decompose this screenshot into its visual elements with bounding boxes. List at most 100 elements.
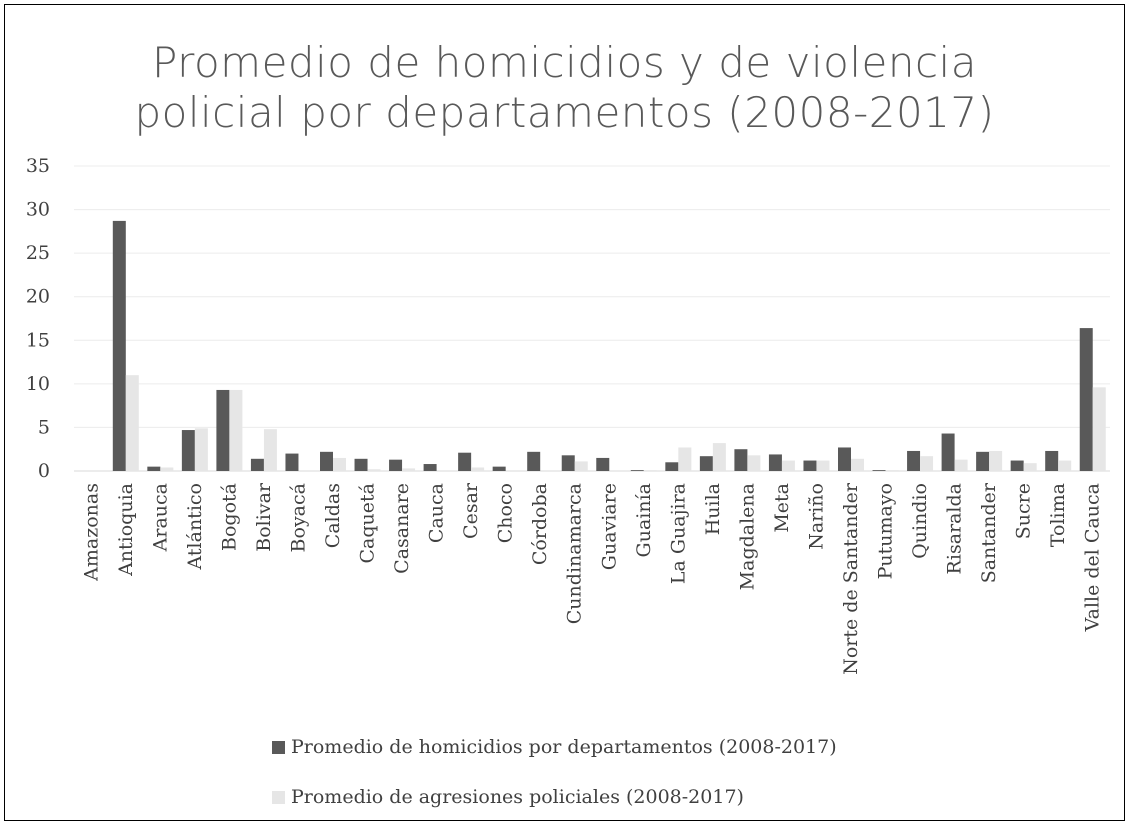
bar-homicidios — [147, 466, 161, 471]
x-tick-label: Huila — [702, 483, 724, 535]
bar-homicidios — [1079, 328, 1093, 471]
x-tick-label: Casanare — [391, 483, 413, 574]
legend-swatch-homicidios — [272, 740, 285, 754]
bar-agresiones — [263, 429, 277, 471]
bar-homicidios — [458, 452, 472, 471]
x-tick-label: La Guajira — [667, 483, 689, 584]
x-tick-label: Tolima — [1047, 483, 1069, 547]
legend-label-agresiones: Promedio de agresiones policiales (2008-… — [291, 786, 744, 808]
legend-label-homicidios: Promedio de homicidios por departamentos… — [291, 736, 837, 758]
bar-agresiones — [851, 458, 864, 471]
bar-homicidios — [665, 462, 679, 471]
bar-homicidios — [630, 470, 644, 471]
x-tick-label: Caldas — [322, 483, 344, 548]
chart-title-line-2: policial por departamentos (2008-2017) — [134, 88, 995, 137]
bar-agresiones — [367, 469, 381, 471]
bar-agresiones — [1058, 460, 1072, 471]
x-tick-label: Magdalena — [736, 483, 758, 590]
x-tick-label: Bolivar — [253, 482, 275, 552]
x-tick-label: Choco — [495, 483, 517, 543]
x-tick-label: Boyacá — [287, 483, 309, 552]
x-tick-label: Sucre — [1013, 483, 1035, 539]
bar-homicidios — [596, 457, 610, 471]
bar-agresiones — [816, 460, 830, 471]
bar-homicidios — [423, 464, 437, 471]
x-tick-label: Antioquia — [115, 483, 137, 577]
bar-homicidios — [1045, 450, 1059, 471]
bar-agresiones — [402, 468, 416, 471]
x-tick-label: Bogotá — [218, 483, 240, 551]
bar-agresiones — [125, 375, 139, 471]
y-axis-ticks: 0 5 10 15 20 25 30 35 — [26, 155, 50, 482]
bar-homicidios — [976, 451, 990, 471]
y-tick-label: 10 — [26, 373, 50, 395]
bar-homicidios — [1010, 460, 1024, 471]
bar-homicidios — [389, 459, 403, 471]
bar-agresiones — [574, 461, 588, 471]
chart-frame — [4, 4, 1125, 821]
y-tick-label: 35 — [26, 155, 50, 177]
bar-homicidios — [561, 455, 575, 471]
bar-homicidios — [768, 454, 782, 471]
bar-agresiones — [643, 470, 657, 471]
bar-homicidios — [803, 460, 817, 471]
bar-agresiones — [989, 450, 1003, 471]
x-tick-label: Norte de Santander — [840, 482, 862, 675]
bar-agresiones — [160, 467, 174, 471]
bar-agresiones — [885, 470, 899, 471]
bar-homicidios — [492, 466, 506, 471]
bars — [112, 220, 1106, 471]
x-tick-label: Quindio — [909, 483, 931, 559]
x-tick-label: Atlántico — [184, 483, 206, 570]
x-tick-label: Arauca — [149, 483, 171, 552]
bar-agresiones — [712, 443, 726, 471]
x-tick-label: Córdoba — [529, 483, 551, 565]
bar-homicidios — [320, 451, 333, 471]
bar-homicidios — [907, 450, 921, 471]
legend-item-homicidios: Promedio de homicidios por departamentos… — [272, 736, 972, 758]
x-tick-label: Valle del Cauca — [1082, 483, 1104, 632]
bar-agresiones — [1023, 463, 1037, 471]
bar-homicidios — [354, 458, 368, 471]
chart-title-line-1: Promedio de homicidios y de violencia — [152, 38, 977, 87]
bar-agresiones — [333, 457, 346, 471]
x-tick-label: Guaviare — [598, 483, 620, 570]
bar-homicidios — [527, 451, 541, 471]
bar-agresiones — [471, 467, 485, 471]
bar-homicidios — [838, 447, 851, 471]
legend-swatch-agresiones — [272, 790, 285, 804]
y-tick-label: 5 — [38, 416, 50, 438]
bar-agresiones — [1092, 387, 1106, 471]
y-tick-label: 20 — [26, 286, 50, 308]
chart-title: Promedio de homicidios y de violencia po… — [0, 38, 1129, 138]
bar-homicidios — [734, 449, 748, 471]
bar-agresiones — [229, 389, 243, 471]
x-tick-label: Santander — [978, 482, 1000, 583]
x-tick-label: Cesar — [460, 482, 482, 539]
x-tick-label: Meta — [771, 483, 793, 533]
bar-agresiones — [194, 428, 208, 471]
bar-homicidios — [216, 389, 230, 471]
bar-homicidios — [285, 453, 299, 471]
bar-homicidios — [181, 430, 195, 471]
bar-agresiones — [678, 447, 692, 471]
bar-agresiones — [954, 459, 968, 471]
x-tick-label: Putumayo — [875, 483, 897, 579]
x-tick-label: Cundinamarca — [564, 483, 586, 624]
x-axis-labels: Amazonas Antioquia Arauca Atlántico Bogotá Bo… — [80, 482, 1103, 675]
y-tick-label: 0 — [38, 460, 50, 482]
bar-homicidios — [112, 220, 126, 471]
bar-homicidios — [872, 470, 886, 471]
bar-agresiones — [747, 455, 761, 471]
x-tick-label: Cauca — [426, 483, 448, 543]
bar-homicidios — [941, 433, 955, 471]
y-tick-label: 25 — [26, 242, 50, 264]
x-tick-label: Caquetá — [357, 483, 379, 563]
gridlines — [74, 165, 1110, 472]
x-tick-label: Risaralda — [944, 483, 966, 574]
y-tick-label: 30 — [26, 199, 50, 221]
x-tick-label: Nariño — [805, 483, 827, 550]
x-tick-label: Amazonas — [80, 483, 102, 582]
x-tick-label: Guainía — [633, 483, 655, 557]
